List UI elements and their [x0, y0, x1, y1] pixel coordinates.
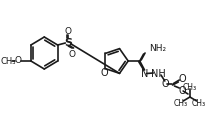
Text: CH₃: CH₃	[0, 56, 16, 65]
Text: O: O	[69, 49, 76, 58]
Text: CH₃: CH₃	[174, 98, 188, 107]
Text: CH₃: CH₃	[183, 82, 197, 91]
Text: S: S	[64, 38, 72, 48]
Text: O: O	[101, 67, 108, 77]
Text: O: O	[178, 85, 186, 95]
Text: O: O	[65, 26, 72, 35]
Text: NH: NH	[151, 68, 165, 78]
Text: NH₂: NH₂	[149, 43, 166, 52]
Text: O: O	[178, 73, 186, 83]
Text: N: N	[141, 68, 148, 78]
Text: O: O	[161, 78, 169, 88]
Text: CH₃: CH₃	[192, 98, 206, 107]
Text: O: O	[15, 55, 22, 64]
